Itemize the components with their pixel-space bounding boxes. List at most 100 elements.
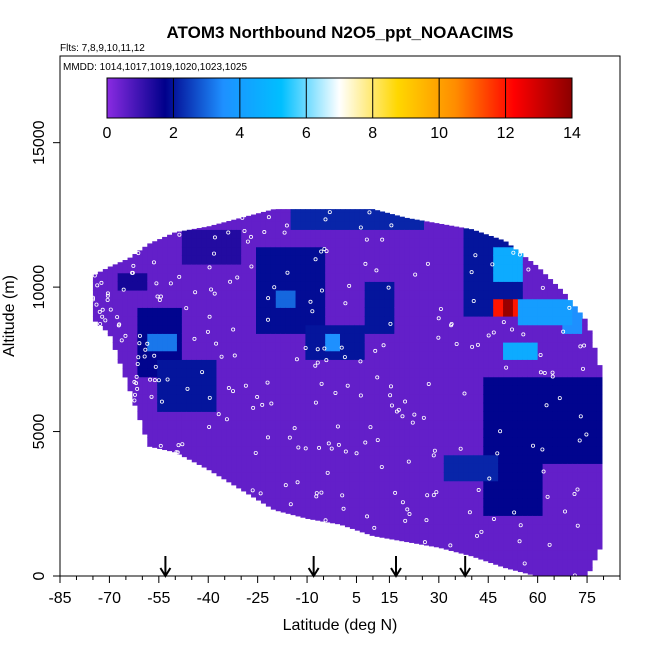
heatmap-cell <box>572 428 578 438</box>
heatmap-cell <box>231 246 237 256</box>
heatmap-cell <box>399 498 405 508</box>
heatmap-cell <box>211 446 218 456</box>
heatmap-cell <box>547 350 554 360</box>
heatmap-cell <box>448 333 455 343</box>
sample-point <box>319 381 324 386</box>
heatmap-cell <box>463 506 470 516</box>
heatmap-cell <box>379 264 386 274</box>
heatmap-cell <box>206 238 213 248</box>
heatmap-cell <box>256 307 262 317</box>
heatmap-cell <box>409 333 415 343</box>
heatmap-cell <box>349 376 356 386</box>
heatmap-cell <box>448 428 455 438</box>
heatmap-cell <box>236 264 242 274</box>
heatmap-cell <box>453 532 460 542</box>
heatmap-cell <box>226 272 232 282</box>
sample-point <box>405 507 410 512</box>
heatmap-cell <box>167 350 173 360</box>
heatmap-cell <box>419 472 425 482</box>
sample-point <box>226 230 231 235</box>
heatmap-cell <box>404 368 410 378</box>
heatmap-cell <box>572 550 578 560</box>
heatmap-cell <box>582 324 588 334</box>
heatmap-cell <box>236 368 242 378</box>
heatmap-cell <box>246 307 252 317</box>
x-tick-label: 15 <box>381 590 399 607</box>
heatmap-cell <box>493 515 499 525</box>
heatmap-cell <box>320 359 326 369</box>
heatmap-cell <box>275 376 282 386</box>
heatmap-cell <box>537 524 544 534</box>
heatmap-cell <box>275 229 282 239</box>
heatmap-cell <box>152 342 158 352</box>
heatmap-cell <box>424 307 430 317</box>
heatmap-cell <box>537 446 544 456</box>
heatmap-cell <box>552 342 559 352</box>
heatmap-cell <box>241 307 247 317</box>
heatmap-cell <box>132 385 139 395</box>
heatmap-cell <box>532 428 539 438</box>
x-tick-label: -55 <box>147 590 170 607</box>
heatmap-cell <box>206 281 213 291</box>
heatmap-cell <box>443 506 450 516</box>
heatmap-cell <box>458 238 465 248</box>
heatmap-cell <box>132 350 139 360</box>
heatmap-cell <box>503 515 509 525</box>
heatmap-cell <box>320 298 326 308</box>
heatmap-cell <box>152 359 158 369</box>
heatmap-cell <box>409 246 415 256</box>
sample-point <box>151 260 156 265</box>
heatmap-cell <box>310 342 316 352</box>
heatmap-cell <box>379 411 386 421</box>
heatmap-cell <box>404 238 410 248</box>
heatmap-cell <box>305 229 311 239</box>
heatmap-cell <box>498 498 504 508</box>
sample-point <box>547 542 552 547</box>
heatmap-cell <box>280 454 287 464</box>
heatmap-cell <box>547 515 554 525</box>
heatmap-cell <box>251 229 257 239</box>
heatmap-cell <box>562 359 568 369</box>
heatmap-cell <box>532 402 539 412</box>
heatmap-cell <box>320 272 326 282</box>
heatmap-cell <box>512 463 519 473</box>
heatmap-cell <box>577 312 583 317</box>
heatmap-cell <box>404 324 410 334</box>
heatmap-cell <box>473 428 479 438</box>
heatmap-cell <box>359 298 366 308</box>
heatmap-cell <box>394 368 400 378</box>
sample-point <box>436 316 441 321</box>
heatmap-cell <box>483 428 489 438</box>
sample-point <box>283 483 288 488</box>
heatmap-cell <box>537 454 544 464</box>
sample-point <box>90 297 95 302</box>
heatmap-cell <box>157 350 163 360</box>
heatmap-cell <box>211 411 218 421</box>
heatmap-cell <box>443 255 450 265</box>
heatmap-cell <box>206 463 213 471</box>
heatmap-cell <box>315 420 321 430</box>
heatmap-cell <box>201 342 208 352</box>
heatmap-cell <box>453 298 460 308</box>
heatmap-cell <box>265 489 272 499</box>
heatmap-cell <box>167 411 173 421</box>
x-axis: -85 -70 -55 -40 -25 -10 5 15 30 45 60 75 <box>48 576 621 607</box>
heatmap-cell <box>404 290 410 300</box>
heatmap-cell <box>364 506 371 516</box>
heatmap-cell <box>354 498 361 508</box>
heatmap-cell <box>384 316 391 326</box>
heatmap-cell <box>522 480 529 490</box>
heatmap-cell <box>537 428 544 438</box>
heatmap-cell <box>201 272 208 282</box>
heatmap-cell <box>147 333 153 343</box>
heatmap-cell <box>493 359 499 369</box>
heatmap-cell <box>582 402 588 412</box>
heatmap-cell <box>399 316 405 326</box>
heatmap-cell <box>517 316 524 326</box>
heatmap-cell <box>330 428 336 438</box>
heatmap-cell <box>508 333 514 343</box>
heatmap-cell <box>354 246 361 256</box>
sample-point <box>413 272 418 277</box>
heatmap-cell <box>448 437 455 447</box>
heatmap-cell <box>572 359 578 369</box>
